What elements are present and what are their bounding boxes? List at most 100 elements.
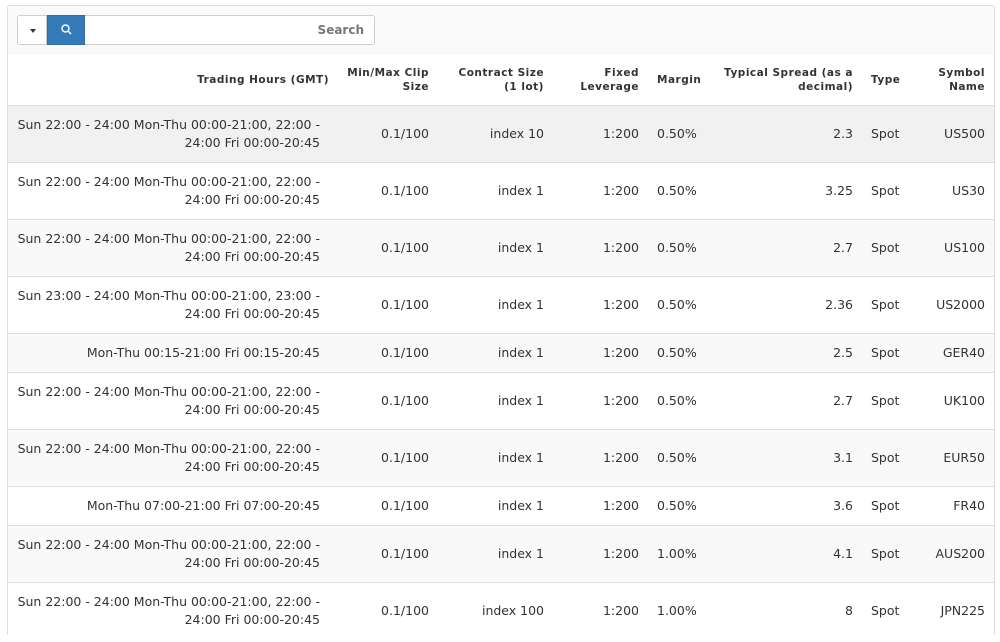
table-cell: 4.1 [706, 525, 862, 583]
table-cell: Spot [862, 372, 909, 430]
dropdown-button[interactable] [17, 15, 47, 45]
column-header: Margin [648, 55, 706, 106]
table-cell: GER40 [909, 333, 994, 373]
table-cell: Sun 22:00 - 24:00 Mon-Thu 00:00-21:00, 2… [8, 105, 338, 163]
table-cell: 0.1/100 [338, 582, 438, 639]
table-cell: index 1 [438, 333, 553, 373]
table-cell: 0.50% [648, 276, 706, 334]
table-cell: Sun 22:00 - 24:00 Mon-Thu 00:00-21:00, 2… [8, 429, 338, 487]
table-row: Mon-Thu 07:00-21:00 Fri 07:00-20:45 0.1/1… [8, 486, 994, 526]
table-cell: Sun 23:00 - 24:00 Mon-Thu 00:00-21:00, 2… [8, 276, 338, 334]
table-cell: 0.1/100 [338, 429, 438, 487]
table-cell: 0.50% [648, 429, 706, 487]
column-header: Min/Max Clip Size [338, 55, 438, 106]
table-cell: 1:200 [553, 162, 648, 220]
table-cell: EUR50 [909, 429, 994, 487]
table-cell: 3.6 [706, 486, 862, 526]
table-body: Sun 22:00 - 24:00 Mon-Thu 00:00-21:00, 2… [8, 105, 994, 639]
table-cell: 2.3 [706, 105, 862, 163]
table-cell: 0.1/100 [338, 219, 438, 277]
table-cell: 2.5 [706, 333, 862, 373]
table-cell: 8 [706, 582, 862, 639]
column-header: Fixed Leverage [553, 55, 648, 106]
table-cell: index 1 [438, 525, 553, 583]
table-cell: 0.1/100 [338, 486, 438, 526]
table-cell: 3.1 [706, 429, 862, 487]
table-cell: index 1 [438, 276, 553, 334]
column-header: Symbol Name [909, 55, 994, 106]
table-row: Sun 22:00 - 24:00 Mon-Thu 00:00-21:00, 2… [8, 582, 994, 639]
table-cell: Sun 22:00 - 24:00 Mon-Thu 00:00-21:00, 2… [8, 162, 338, 220]
table-cell: Spot [862, 486, 909, 526]
table-cell: JPN225 [909, 582, 994, 639]
table-cell: Spot [862, 105, 909, 163]
table-cell: Spot [862, 582, 909, 639]
table-row: Sun 22:00 - 24:00 Mon-Thu 00:00-21:00, 2… [8, 162, 994, 220]
table-cell: 1:200 [553, 525, 648, 583]
table-cell: UK100 [909, 372, 994, 430]
table-cell: 2.36 [706, 276, 862, 334]
table-cell: 1:200 [553, 333, 648, 373]
table-cell: 1:200 [553, 276, 648, 334]
table-cell: 1:200 [553, 105, 648, 163]
table-row: Sun 22:00 - 24:00 Mon-Thu 00:00-21:00, 2… [8, 372, 994, 430]
table-cell: 0.1/100 [338, 525, 438, 583]
table-cell: Sun 22:00 - 24:00 Mon-Thu 00:00-21:00, 2… [8, 582, 338, 639]
header-row: Trading Hours (GMT) Min/Max Clip Size Cont… [8, 55, 994, 106]
table-cell: index 1 [438, 162, 553, 220]
table-cell: Mon-Thu 07:00-21:00 Fri 07:00-20:45 [8, 486, 338, 526]
table-cell: US100 [909, 219, 994, 277]
table-cell: Sun 22:00 - 24:00 Mon-Thu 00:00-21:00, 2… [8, 372, 338, 430]
toolbar: Search [17, 15, 375, 45]
table-cell: 1:200 [553, 486, 648, 526]
table-cell: US500 [909, 105, 994, 163]
table-cell: 0.1/100 [338, 105, 438, 163]
table-cell: index 10 [438, 105, 553, 163]
table-cell: 0.50% [648, 333, 706, 373]
table-cell: 1:200 [553, 372, 648, 430]
table-cell: 0.1/100 [338, 276, 438, 334]
table-cell: 0.50% [648, 372, 706, 430]
table-cell: 0.1/100 [338, 372, 438, 430]
search-button[interactable] [47, 15, 85, 45]
table-row: Sun 22:00 - 24:00 Mon-Thu 00:00-21:00, 2… [8, 105, 994, 163]
table-cell: 2.7 [706, 372, 862, 430]
table-cell: Mon-Thu 00:15-21:00 Fri 00:15-20:45 [8, 333, 338, 373]
table-cell: Spot [862, 333, 909, 373]
table-cell: 1.00% [648, 582, 706, 639]
column-header: Trading Hours (GMT) [8, 55, 338, 106]
table-cell: 1:200 [553, 582, 648, 639]
table-cell: index 1 [438, 486, 553, 526]
table-cell: 0.50% [648, 486, 706, 526]
table-cell: index 1 [438, 429, 553, 487]
table-cell: index 100 [438, 582, 553, 639]
column-header: Typical Spread (as a decimal) [706, 55, 862, 106]
table-cell: 1.00% [648, 525, 706, 583]
table-cell: Sun 22:00 - 24:00 Mon-Thu 00:00-21:00, 2… [8, 525, 338, 583]
table-cell: Spot [862, 219, 909, 277]
table-cell: 2.7 [706, 219, 862, 277]
table-cell: 1:200 [553, 219, 648, 277]
table-cell: index 1 [438, 372, 553, 430]
table-cell: Spot [862, 276, 909, 334]
table-cell: Sun 22:00 - 24:00 Mon-Thu 00:00-21:00, 2… [8, 219, 338, 277]
table-cell: Spot [862, 429, 909, 487]
table-cell: US2000 [909, 276, 994, 334]
table-row: Sun 23:00 - 24:00 Mon-Thu 00:00-21:00, 2… [8, 276, 994, 334]
table-row: Sun 22:00 - 24:00 Mon-Thu 00:00-21:00, 2… [8, 219, 994, 277]
table-cell: US30 [909, 162, 994, 220]
column-header: Contract Size (1 lot) [438, 55, 553, 106]
table-cell: 0.50% [648, 219, 706, 277]
table-cell: 0.50% [648, 162, 706, 220]
table-cell: AUS200 [909, 525, 994, 583]
search-input[interactable]: Search [85, 15, 375, 45]
table-panel: Search Trading Hours (GMT) Min/Max Clip S… [7, 5, 995, 639]
table-cell: 1:200 [553, 429, 648, 487]
table-cell: index 1 [438, 219, 553, 277]
column-header: Type [862, 55, 909, 106]
table-cell: 0.1/100 [338, 162, 438, 220]
table-cell: Spot [862, 525, 909, 583]
table-cell: FR40 [909, 486, 994, 526]
table-cell: 0.50% [648, 105, 706, 163]
